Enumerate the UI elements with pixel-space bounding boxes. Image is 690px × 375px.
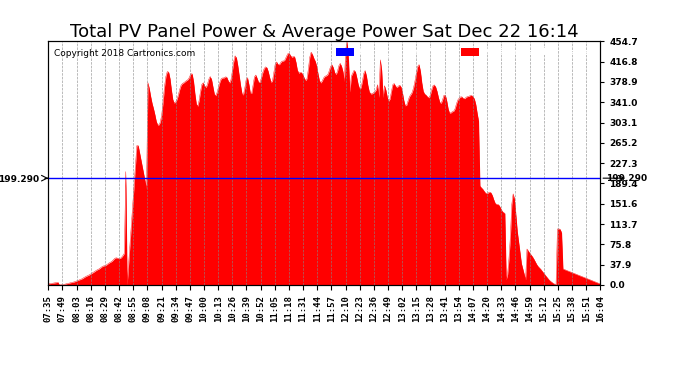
Text: 199.290: 199.290	[606, 174, 647, 183]
Legend: Average  (DC Watts), PV Panels  (DC Watts): Average (DC Watts), PV Panels (DC Watts)	[334, 46, 595, 58]
Text: Copyright 2018 Cartronics.com: Copyright 2018 Cartronics.com	[54, 49, 195, 58]
Title: Total PV Panel Power & Average Power Sat Dec 22 16:14: Total PV Panel Power & Average Power Sat…	[70, 23, 579, 41]
